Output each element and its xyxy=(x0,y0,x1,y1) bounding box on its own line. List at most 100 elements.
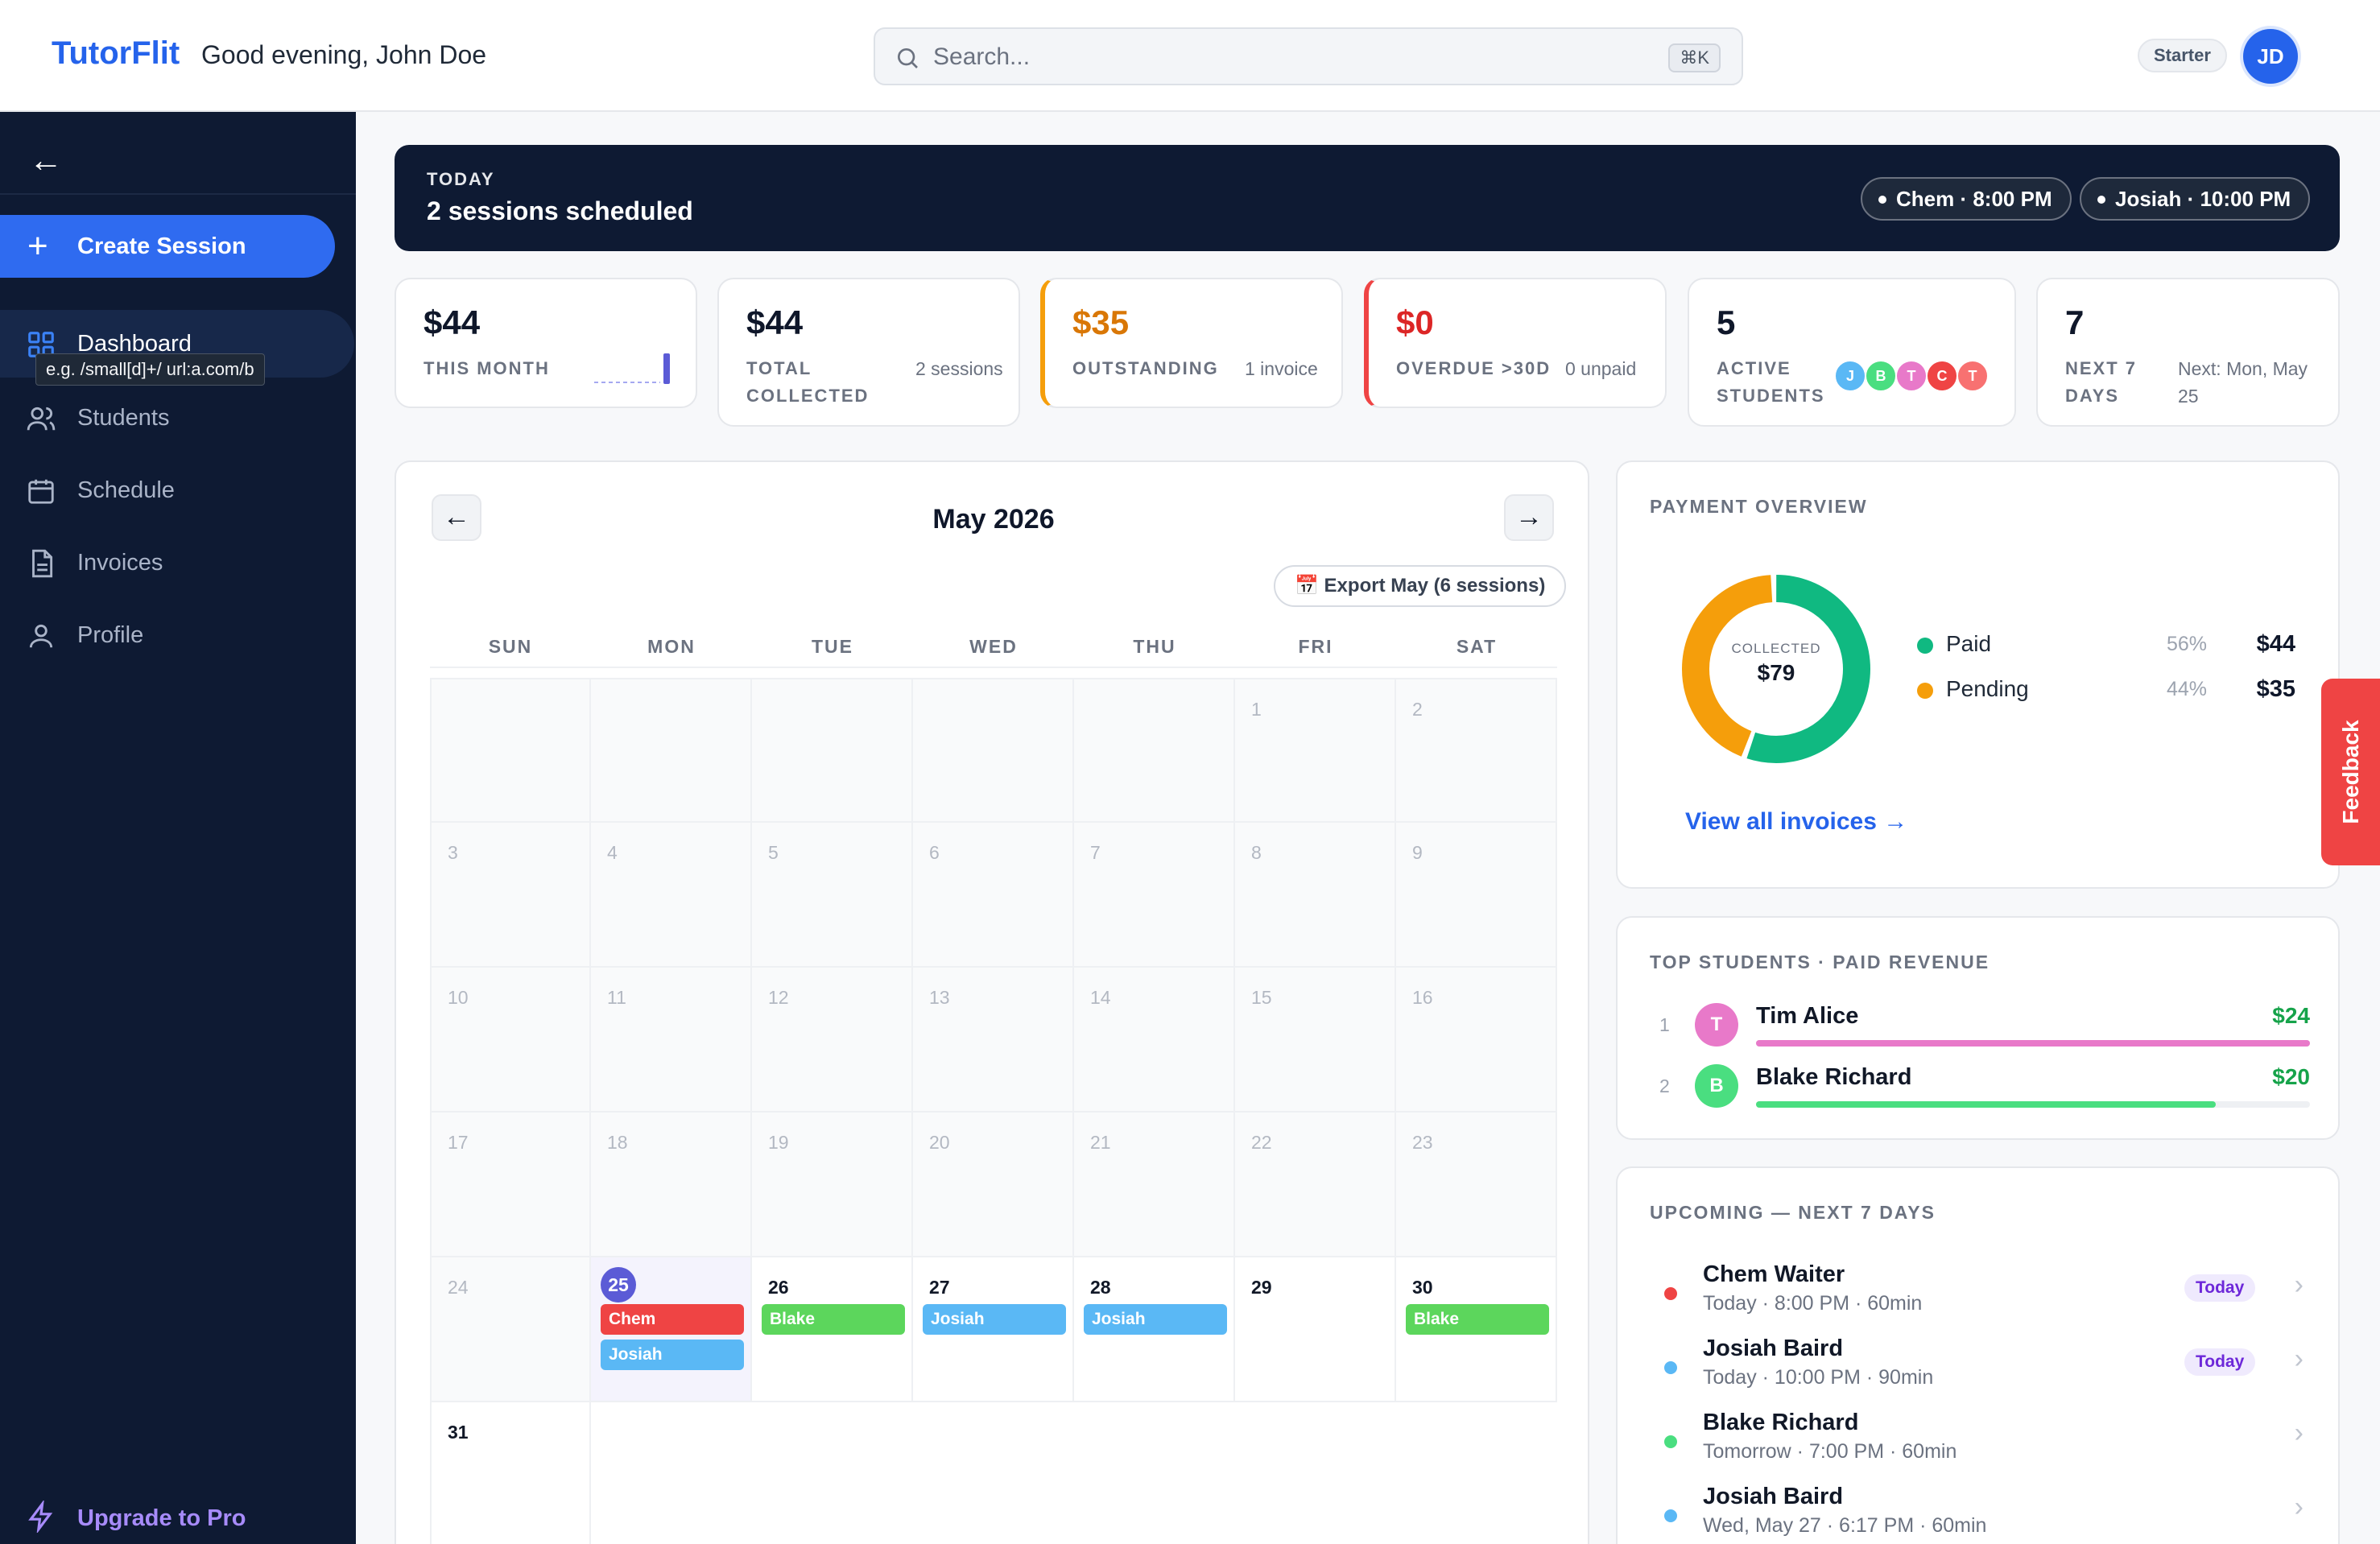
stat-value: $44 xyxy=(424,303,481,341)
users-icon xyxy=(27,407,56,431)
legend-pct: 44% xyxy=(2167,678,2208,700)
sidebar-item-label: Profile xyxy=(77,622,144,648)
view-all-invoices-link[interactable]: View all invoices → xyxy=(1685,808,1908,835)
calendar-day-cell[interactable]: 4 xyxy=(591,823,752,968)
calendar-day-cell[interactable]: 27 Josiah xyxy=(913,1257,1074,1402)
calendar-day-cell[interactable]: 5 xyxy=(752,823,913,968)
chevron-right-icon: › xyxy=(2294,1492,2304,1522)
calendar-day-cell[interactable]: 15 xyxy=(1235,968,1396,1113)
calendar-day-cell[interactable]: 6 xyxy=(913,823,1074,968)
calendar-day-cell[interactable]: 7 xyxy=(1074,823,1235,968)
day-number: 20 xyxy=(929,1132,950,1153)
calendar-day-cell[interactable]: 8 xyxy=(1235,823,1396,968)
calendar-day-cell[interactable] xyxy=(752,678,913,823)
calendar-day-cell[interactable] xyxy=(430,678,591,823)
calendar-day-cell[interactable]: 25 Chem Josiah xyxy=(591,1257,752,1402)
calendar-event[interactable]: Josiah xyxy=(601,1340,744,1370)
export-month-button[interactable]: 📅 Export May (6 sessions) xyxy=(1274,565,1567,607)
day-number: 2 xyxy=(1412,699,1423,720)
donut-slice-paid xyxy=(1682,575,1870,763)
calendar-day-cell[interactable]: 14 xyxy=(1074,968,1235,1113)
brand-logo[interactable]: TutorFlit xyxy=(52,35,180,71)
session-color-dot xyxy=(1664,1361,1677,1374)
calendar-day-cell[interactable]: 18 xyxy=(591,1113,752,1257)
stat-card-active-students: 5 ACTIVE STUDENTS J B T C T xyxy=(1688,278,2016,427)
student-avatar[interactable]: J xyxy=(1834,360,1866,392)
feedback-tab[interactable]: Feedback xyxy=(2321,679,2380,865)
calendar-day-cell[interactable]: 22 xyxy=(1235,1113,1396,1257)
collapse-sidebar-arrow-icon[interactable]: ← xyxy=(29,141,63,179)
sidebar-item-schedule[interactable]: Schedule xyxy=(0,456,356,524)
calendar-day-cell[interactable]: 20 xyxy=(913,1113,1074,1257)
next-month-button[interactable]: → xyxy=(1504,494,1554,541)
sparkline xyxy=(594,353,670,384)
calendar-day-cell[interactable]: 1 xyxy=(1235,678,1396,823)
calendar-day-cell[interactable]: 9 xyxy=(1396,823,1557,968)
prev-month-button[interactable]: ← xyxy=(432,494,481,541)
calendar-day-cell[interactable] xyxy=(1074,678,1235,823)
sidebar-item-students[interactable]: Students xyxy=(0,384,356,452)
sidebar-item-label: Schedule xyxy=(77,477,175,503)
calendar-day-cell[interactable]: 16 xyxy=(1396,968,1557,1113)
upcoming-session-row[interactable]: Chem Waiter Today · 8:00 PM · 60min Today › xyxy=(1650,1261,2310,1326)
calendar-day-cell[interactable]: 23 xyxy=(1396,1113,1557,1257)
student-avatar[interactable]: C xyxy=(1926,360,1958,392)
calendar-day-cell[interactable]: 31 xyxy=(430,1402,591,1544)
calendar-day-cell[interactable]: 10 xyxy=(430,968,591,1113)
greeting-text: Good evening, John Doe xyxy=(201,40,487,69)
calendar-day-cell[interactable]: 13 xyxy=(913,968,1074,1113)
calendar-day-cell[interactable]: 19 xyxy=(752,1113,913,1257)
upcoming-session-row[interactable]: Blake Richard Tomorrow · 7:00 PM · 60min › xyxy=(1650,1410,2310,1474)
stat-card-next-7-days: 7 NEXT 7 DAYS Next: Mon, May 25 xyxy=(2036,278,2340,427)
day-number: 3 xyxy=(448,842,458,863)
calendar-day-cell[interactable]: 11 xyxy=(591,968,752,1113)
calendar-day-cell[interactable]: 2 xyxy=(1396,678,1557,823)
plan-badge[interactable]: Starter xyxy=(2138,39,2227,72)
calendar-day-cell[interactable]: 26 Blake xyxy=(752,1257,913,1402)
calendar-day-cell[interactable]: 29 xyxy=(1235,1257,1396,1402)
search-input[interactable]: Search... ⌘K xyxy=(874,27,1743,85)
chevron-right-icon: › xyxy=(2294,1269,2304,1300)
revenue-bar-fill xyxy=(1756,1101,2217,1108)
session-color-dot xyxy=(1664,1287,1677,1300)
plus-icon: + xyxy=(27,226,48,266)
calendar-day-cell[interactable]: 24 xyxy=(430,1257,591,1402)
revenue-bar-track xyxy=(1756,1040,2310,1047)
day-of-week-label: THU xyxy=(1133,636,1176,657)
student-avatar[interactable]: B xyxy=(1865,360,1897,392)
student-avatar[interactable]: T xyxy=(1895,360,1928,392)
top-student-row[interactable]: 2 B Blake Richard $20 xyxy=(1650,1061,2310,1117)
stat-card-this-month: $44 THIS MONTH xyxy=(395,278,697,408)
today-session-pill[interactable]: Josiah · 10:00 PM xyxy=(2080,177,2311,221)
calendar-day-cell[interactable]: 3 xyxy=(430,823,591,968)
donut-slice-pending xyxy=(1682,575,1870,763)
calendar-day-cell[interactable]: 17 xyxy=(430,1113,591,1257)
calendar-day-cell[interactable] xyxy=(591,678,752,823)
stat-label: THIS MONTH xyxy=(424,358,550,378)
calendar-event[interactable]: Blake xyxy=(1406,1304,1549,1335)
calendar-event[interactable]: Josiah xyxy=(1084,1304,1227,1335)
rank-number: 2 xyxy=(1659,1075,1670,1096)
sidebar-item-profile[interactable]: Profile xyxy=(0,601,356,669)
user-avatar[interactable]: JD xyxy=(2243,29,2298,84)
calendar-icon xyxy=(28,479,54,504)
calendar-day-cell[interactable]: 12 xyxy=(752,968,913,1113)
sidebar-item-invoices[interactable]: Invoices xyxy=(0,529,356,597)
calendar-day-cell[interactable]: 21 xyxy=(1074,1113,1235,1257)
calendar-day-cell[interactable] xyxy=(913,678,1074,823)
calendar-day-cell[interactable]: 28 Josiah xyxy=(1074,1257,1235,1402)
create-session-button[interactable]: + Create Session xyxy=(0,215,335,278)
calendar-day-cell[interactable]: 30 Blake xyxy=(1396,1257,1557,1402)
upcoming-session-row[interactable]: Josiah Baird Today · 10:00 PM · 90min Toda… xyxy=(1650,1336,2310,1400)
legend-amount: $44 xyxy=(2256,631,2295,657)
stat-value: 7 xyxy=(2065,303,2085,341)
calendar-event[interactable]: Blake xyxy=(762,1304,905,1335)
calendar-event[interactable]: Josiah xyxy=(923,1304,1066,1335)
student-avatar[interactable]: T xyxy=(1956,360,1989,392)
day-of-week-label: WED xyxy=(969,636,1018,657)
upcoming-session-row[interactable]: Josiah Baird Wed, May 27 · 6:17 PM · 60mi… xyxy=(1650,1484,2310,1544)
top-student-row[interactable]: 1 T Tim Alice $24 xyxy=(1650,1000,2310,1056)
day-number: 19 xyxy=(768,1132,789,1153)
today-session-pill[interactable]: Chem · 8:00 PM xyxy=(1861,177,2072,221)
calendar-event[interactable]: Chem xyxy=(601,1304,744,1335)
